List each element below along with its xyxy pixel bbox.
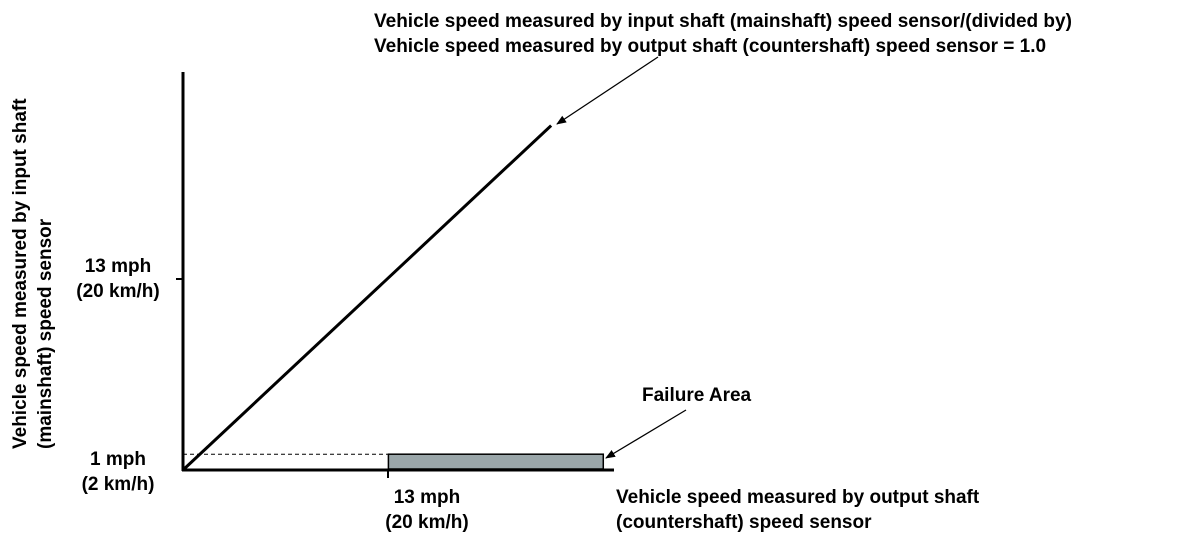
series-annotation-line-1: Vehicle speed measured by input shaft (m… xyxy=(374,11,1072,32)
y-axis-label-line-2: (mainshaft) speed sensor xyxy=(35,218,56,449)
x-tick-label-13-mph: 13 mph xyxy=(393,487,461,508)
failure-area-region xyxy=(387,453,605,470)
y-axis-label: Vehicle speed measured by input shaft (m… xyxy=(8,98,58,449)
y-tick-label-13-kmh: (20 km/h) xyxy=(76,281,160,302)
x-tick-label-13: 13 mph (20 km/h) xyxy=(377,485,477,535)
series-annotation: Vehicle speed measured by input shaft (m… xyxy=(374,9,1072,59)
series-line-0 xyxy=(181,124,553,472)
x-axis-label: Vehicle speed measured by output shaft (… xyxy=(616,485,979,535)
failure-area-label-text: Failure Area xyxy=(642,385,752,406)
series-annotation-line-2: Vehicle speed measured by output shaft (… xyxy=(374,36,1047,57)
failure-area-arrow xyxy=(605,409,687,459)
x-axis-label-line-1: Vehicle speed measured by output shaft xyxy=(616,487,980,508)
y-tick-label-13: 13 mph (20 km/h) xyxy=(68,254,168,304)
x-axis-label-line-2: (countershaft) speed sensor xyxy=(616,512,872,533)
y-axis-label-line-1: Vehicle speed measured by input shaft xyxy=(10,98,31,449)
y-tick-label-13-mph: 13 mph xyxy=(84,256,152,277)
failure-area-label: Failure Area xyxy=(642,383,751,408)
y-tick-label-1-mph: 1 mph xyxy=(90,449,146,470)
series-arrow xyxy=(556,56,659,125)
y-tick-label-1: 1 mph (2 km/h) xyxy=(68,447,168,497)
x-tick-label-13-kmh: (20 km/h) xyxy=(385,512,469,533)
y-tick-label-1-kmh: (2 km/h) xyxy=(81,474,155,495)
